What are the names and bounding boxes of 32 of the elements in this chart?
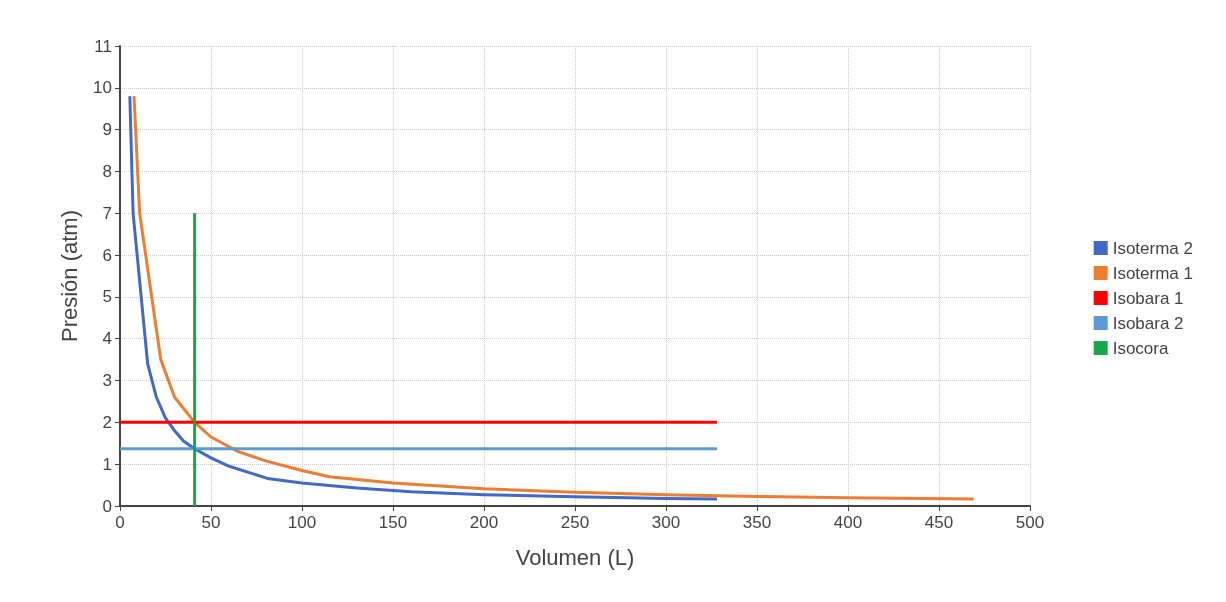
y-tick-label: 0 — [102, 496, 112, 516]
legend-label: Isocora — [1112, 338, 1169, 358]
x-tick-label: 350 — [742, 513, 772, 532]
y-tick-label: 6 — [102, 245, 112, 265]
line-series — [132, 94, 976, 501]
x-tick-label: 150 — [378, 513, 408, 532]
y-tick-label: 10 — [93, 78, 112, 98]
y-tick-label: 1 — [102, 454, 112, 474]
x-tick-label: 50 — [201, 513, 221, 532]
line-series — [128, 94, 719, 501]
x-tick-label: 0 — [115, 513, 125, 532]
y-tick-label: 7 — [102, 203, 112, 223]
x-axis-title: Volumen (L) — [515, 544, 635, 570]
x-tick-label: 400 — [833, 513, 863, 532]
legend-label: Isobara 1 — [1112, 288, 1184, 308]
legend-label: Isobara 2 — [1112, 313, 1184, 333]
y-tick-label: 5 — [102, 287, 112, 307]
legend-label: Isoterma 1 — [1112, 263, 1193, 283]
x-tick-label: 100 — [287, 513, 317, 532]
y-tick-label: 3 — [102, 371, 112, 391]
x-tick-label: 450 — [924, 513, 954, 532]
legend-label: Isoterma 2 — [1112, 238, 1193, 258]
y-tick-label: 2 — [102, 412, 112, 432]
y-axis-title: Presión (atm) — [56, 209, 82, 343]
y-tick-label: 9 — [102, 120, 112, 140]
x-tick-label: 500 — [1015, 513, 1045, 532]
x-tick-label: 250 — [560, 513, 590, 532]
x-tick-label: 200 — [469, 513, 499, 532]
y-tick-label: 8 — [102, 161, 112, 181]
x-tick-label: 300 — [651, 513, 681, 532]
y-tick-label: 11 — [94, 36, 112, 56]
y-tick-label: 4 — [102, 329, 112, 349]
